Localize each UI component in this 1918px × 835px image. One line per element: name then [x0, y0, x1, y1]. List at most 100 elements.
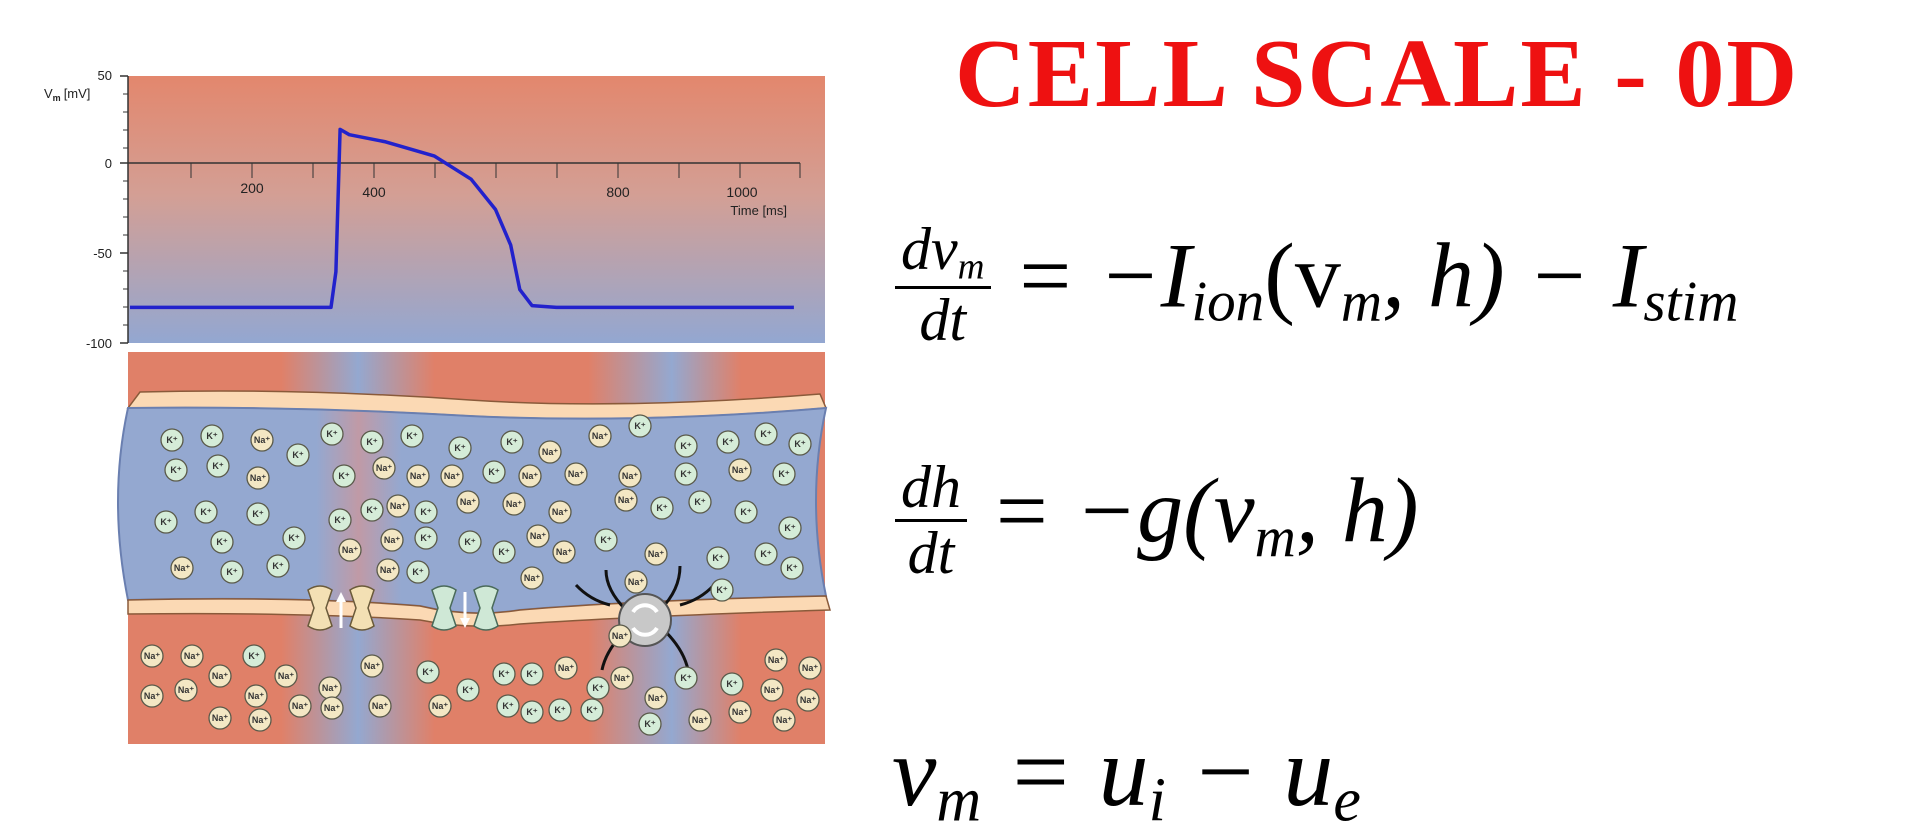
sodium-ion: Na⁺: [644, 686, 668, 710]
svg-text:K⁺: K⁺: [656, 503, 667, 513]
svg-text:K⁺: K⁺: [760, 549, 771, 559]
svg-text:Na⁺: Na⁺: [324, 703, 341, 713]
svg-text:Na⁺: Na⁺: [552, 507, 569, 517]
svg-text:K⁺: K⁺: [338, 471, 349, 481]
svg-text:Na⁺: Na⁺: [592, 431, 609, 441]
svg-text:Na⁺: Na⁺: [522, 471, 539, 481]
sodium-ion: Na⁺: [140, 644, 164, 668]
svg-text:K⁺: K⁺: [726, 679, 737, 689]
sodium-ion: Na⁺: [250, 428, 274, 452]
gating-ode-equation: dh dt = −g(vm, h): [895, 456, 1418, 585]
ion-particles: K⁺ K⁺ Na⁺ K⁺ K⁺ K⁺ K⁺ K⁺ K⁺ Na⁺ Na⁺ K⁺ K⁺ K⁺ K⁺ K⁺ K⁺ K⁺ N…: [140, 414, 822, 736]
sodium-ion: Na⁺: [372, 456, 396, 480]
svg-text:K⁺: K⁺: [526, 669, 537, 679]
svg-text:Na⁺: Na⁺: [558, 663, 575, 673]
svg-text:K⁺: K⁺: [248, 651, 259, 661]
sodium-ion: Na⁺: [140, 684, 164, 708]
potassium-ion: K⁺: [286, 443, 310, 467]
potassium-ion: K⁺: [778, 516, 802, 540]
svg-text:Na⁺: Na⁺: [248, 691, 265, 701]
sodium-ion: Na⁺: [406, 464, 430, 488]
svg-text:Na⁺: Na⁺: [556, 547, 573, 557]
potassium-ion: K⁺: [458, 530, 482, 554]
potassium-ion: K⁺: [320, 422, 344, 446]
sodium-ion: Na⁺: [608, 624, 632, 648]
svg-text:K⁺: K⁺: [498, 547, 509, 557]
sodium-ion: Na⁺: [208, 664, 232, 688]
potassium-ion: K⁺: [456, 678, 480, 702]
svg-text:K⁺: K⁺: [454, 443, 465, 453]
svg-text:K⁺: K⁺: [206, 431, 217, 441]
potassium-ion: K⁺: [650, 496, 674, 520]
svg-text:Na⁺: Na⁺: [184, 651, 201, 661]
sodium-ion: Na⁺: [246, 466, 270, 490]
sodium-potassium-pump-icon: [574, 565, 716, 671]
potassium-ion: K⁺: [754, 422, 778, 446]
rhs-term: = −g(v: [990, 459, 1255, 562]
svg-text:Na⁺: Na⁺: [174, 563, 191, 573]
svg-text:K⁺: K⁺: [680, 441, 691, 451]
potassium-ion: K⁺: [160, 428, 184, 452]
potassium-ion: K⁺: [220, 560, 244, 584]
subscript: ion: [1191, 270, 1265, 334]
sodium-ion: Na⁺: [180, 644, 204, 668]
potassium-ion: K⁺: [674, 666, 698, 690]
svg-text:K⁺: K⁺: [586, 705, 597, 715]
subscript: i: [1148, 766, 1166, 835]
potassium-ion: K⁺: [400, 424, 424, 448]
potassium-ion: K⁺: [416, 660, 440, 684]
denominator: dt: [919, 287, 967, 354]
y-axis-label: Vm [mV]: [44, 86, 90, 103]
sodium-ion: Na⁺: [386, 494, 410, 518]
svg-text:K⁺: K⁺: [740, 507, 751, 517]
potassium-ion: K⁺: [706, 546, 730, 570]
svg-text:Na⁺: Na⁺: [764, 685, 781, 695]
svg-text:Na⁺: Na⁺: [390, 501, 407, 511]
sodium-ion: Na⁺: [208, 706, 232, 730]
svg-text:K⁺: K⁺: [252, 509, 263, 519]
svg-text:K⁺: K⁺: [166, 435, 177, 445]
x-tick-label: 1000: [726, 184, 757, 200]
potassium-ion: K⁺: [414, 526, 438, 550]
potassium-ion: K⁺: [520, 662, 544, 686]
potassium-ion: K⁺: [360, 498, 384, 522]
potassium-ion: K⁺: [580, 698, 604, 722]
voltage-derivative: dvm dt: [895, 218, 991, 352]
potassium-ion: K⁺: [710, 578, 734, 602]
svg-text:Na⁺: Na⁺: [800, 695, 817, 705]
svg-text:Na⁺: Na⁺: [568, 469, 585, 479]
potassium-ion: K⁺: [242, 644, 266, 668]
potassium-ion: K⁺: [332, 464, 356, 488]
action-potential-trace: [130, 127, 794, 310]
svg-text:K⁺: K⁺: [406, 431, 417, 441]
svg-text:Na⁺: Na⁺: [768, 655, 785, 665]
potassium-channel-icon: [307, 585, 375, 631]
svg-text:K⁺: K⁺: [462, 685, 473, 695]
svg-text:K⁺: K⁺: [784, 523, 795, 533]
y-axis: [120, 75, 129, 344]
svg-text:K⁺: K⁺: [498, 669, 509, 679]
y-tick-label: -50: [93, 246, 112, 261]
potassium-ion: K⁺: [772, 462, 796, 486]
svg-text:K⁺: K⁺: [272, 561, 283, 571]
sodium-ion: Na⁺: [520, 566, 544, 590]
svg-text:Na⁺: Na⁺: [212, 713, 229, 723]
potassium-ion: K⁺: [594, 528, 618, 552]
svg-text:K⁺: K⁺: [794, 439, 805, 449]
sodium-ion: Na⁺: [760, 678, 784, 702]
potassium-ion: K⁺: [328, 508, 352, 532]
svg-text:Na⁺: Na⁺: [776, 715, 793, 725]
svg-text:K⁺: K⁺: [502, 701, 513, 711]
plot-background: [128, 76, 825, 343]
svg-text:K⁺: K⁺: [420, 507, 431, 517]
sodium-ion: Na⁺: [796, 688, 820, 712]
potassium-ion: K⁺: [674, 434, 698, 458]
svg-text:Na⁺: Na⁺: [342, 545, 359, 555]
svg-text:K⁺: K⁺: [716, 585, 727, 595]
denominator: dt: [907, 520, 955, 586]
svg-text:Na⁺: Na⁺: [212, 671, 229, 681]
potassium-ion: K⁺: [154, 510, 178, 534]
sodium-ion: Na⁺: [456, 490, 480, 514]
potassium-ion: K⁺: [206, 454, 230, 478]
potassium-ion: K⁺: [754, 542, 778, 566]
